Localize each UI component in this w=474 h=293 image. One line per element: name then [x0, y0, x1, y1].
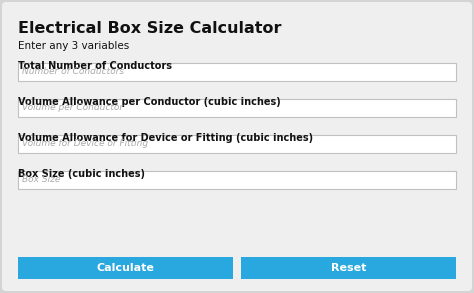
Text: Reset: Reset: [331, 263, 366, 273]
FancyBboxPatch shape: [18, 257, 233, 279]
FancyBboxPatch shape: [241, 257, 456, 279]
Text: Box Size: Box Size: [22, 176, 60, 185]
Text: Total Number of Conductors: Total Number of Conductors: [18, 61, 172, 71]
Text: Volume for Device or Fitting: Volume for Device or Fitting: [22, 139, 148, 149]
FancyBboxPatch shape: [18, 63, 456, 81]
Text: Calculate: Calculate: [97, 263, 155, 273]
Text: Volume Allowance per Conductor (cubic inches): Volume Allowance per Conductor (cubic in…: [18, 97, 281, 107]
Text: Electrical Box Size Calculator: Electrical Box Size Calculator: [18, 21, 282, 36]
FancyBboxPatch shape: [18, 135, 456, 153]
Text: Box Size (cubic inches): Box Size (cubic inches): [18, 169, 145, 179]
Text: Number of Conductors: Number of Conductors: [22, 67, 124, 76]
FancyBboxPatch shape: [2, 2, 472, 291]
FancyBboxPatch shape: [18, 171, 456, 189]
Text: Volume per Conductor: Volume per Conductor: [22, 103, 123, 113]
Text: Enter any 3 variables: Enter any 3 variables: [18, 41, 129, 51]
FancyBboxPatch shape: [18, 99, 456, 117]
Text: Volume Allowance for Device or Fitting (cubic inches): Volume Allowance for Device or Fitting (…: [18, 133, 313, 143]
